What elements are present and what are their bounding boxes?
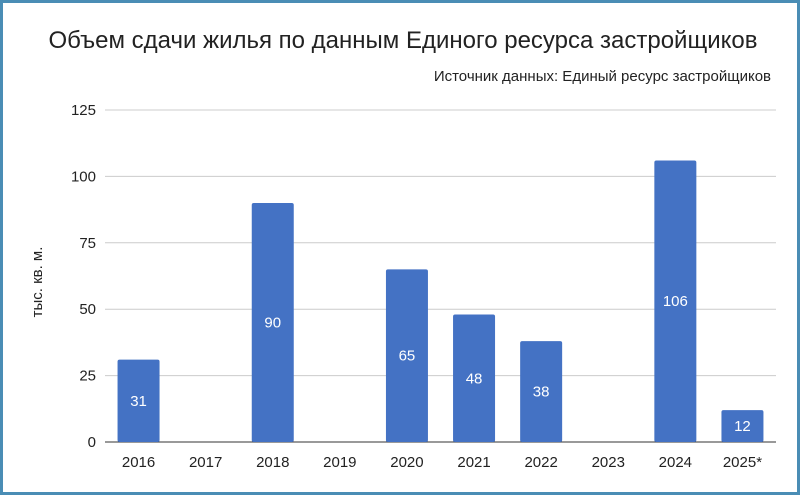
data-label: 48 xyxy=(466,370,483,387)
x-tick-label: 2023 xyxy=(592,454,625,471)
x-tick-label: 2017 xyxy=(189,454,222,471)
y-tick-label: 75 xyxy=(79,235,96,252)
x-tick-label: 2022 xyxy=(524,454,557,471)
bar-2016 xyxy=(117,359,160,442)
bar-2024 xyxy=(654,160,697,443)
data-label: 90 xyxy=(264,314,281,331)
y-tick-label: 50 xyxy=(79,301,96,318)
x-tick-label: 2018 xyxy=(256,454,289,471)
y-tick-label: 0 xyxy=(88,434,96,451)
x-tick-label: 2024 xyxy=(659,454,692,471)
y-axis-label: тыс. кв. м. xyxy=(29,247,46,318)
x-tick-label: 2021 xyxy=(457,454,490,471)
x-tick-label: 2020 xyxy=(390,454,423,471)
x-tick-label: 2025* xyxy=(723,454,762,471)
chart-subtitle: Источник данных: Единый ресурс застройщи… xyxy=(433,68,771,85)
data-label: 65 xyxy=(399,348,416,365)
data-label: 106 xyxy=(663,293,688,310)
y-tick-label: 100 xyxy=(71,168,96,185)
bar-2018 xyxy=(251,202,294,442)
y-tick-label: 125 xyxy=(71,102,96,119)
bar-2022 xyxy=(520,341,563,442)
x-tick-label: 2019 xyxy=(323,454,356,471)
bar-2020 xyxy=(385,269,428,442)
data-label: 38 xyxy=(533,384,550,401)
data-label: 12 xyxy=(734,418,751,435)
x-tick-label: 2016 xyxy=(122,454,155,471)
data-label: 31 xyxy=(130,393,147,410)
bar-2025 xyxy=(721,410,764,442)
chart-title: Объем сдачи жилья по данным Единого ресу… xyxy=(48,27,758,54)
y-tick-label: 25 xyxy=(79,368,96,385)
bar-2021 xyxy=(453,314,496,442)
